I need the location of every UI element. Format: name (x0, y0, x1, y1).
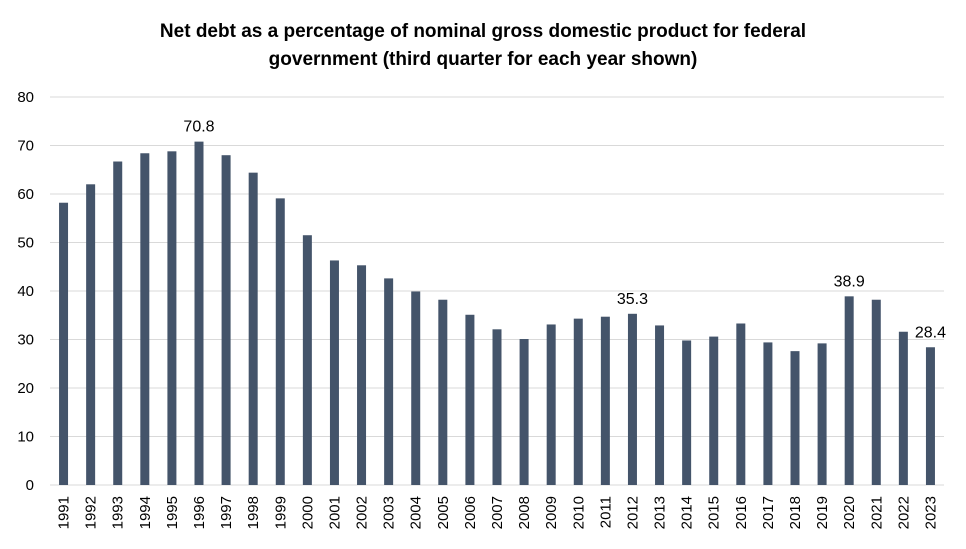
x-tick-label: 2006 (462, 496, 479, 529)
x-tick-label: 2003 (381, 496, 398, 529)
chart-title-line-1: Net debt as a percentage of nominal gros… (160, 21, 806, 42)
bar-1993 (113, 161, 123, 485)
data-label-2012: 35.3 (617, 291, 648, 308)
data-label-1996: 70.8 (183, 119, 214, 136)
y-tick-label: 60 (17, 186, 34, 203)
x-tick-label: 1998 (245, 496, 262, 529)
x-tick-label: 1993 (110, 496, 127, 529)
bar-2023 (925, 347, 935, 485)
x-tick-label: 2010 (570, 496, 587, 529)
bar-2005 (438, 299, 448, 485)
x-axis-tick-labels: 1991 1992 1993 1994 1995 1996 1997 1998 1999 2000… (56, 496, 940, 529)
bar-1996 (194, 141, 204, 485)
data-label-2023: 28.4 (915, 324, 946, 341)
data-labels: 70.8 35.3 38.9 28.4 (183, 119, 946, 342)
bar-2003 (384, 278, 394, 485)
y-tick-label: 70 (17, 138, 34, 155)
x-tick-label: 2005 (435, 496, 452, 529)
x-tick-label: 2002 (354, 496, 371, 529)
y-tick-label: 80 (17, 89, 34, 106)
bar-2001 (329, 260, 339, 485)
bar-1999 (275, 198, 285, 486)
bars (59, 141, 935, 486)
y-tick-label: 50 (17, 235, 34, 252)
x-tick-label: 2022 (895, 496, 912, 529)
x-tick-label: 1992 (83, 496, 100, 529)
x-tick-label: 2012 (624, 496, 641, 529)
x-tick-label: 2009 (543, 496, 560, 529)
bar-2010 (573, 318, 583, 485)
y-axis-tick-labels: 0 10 20 30 40 50 60 70 80 (17, 89, 34, 494)
bar-1998 (248, 172, 258, 485)
bar-2012 (627, 313, 637, 485)
x-tick-label: 2004 (408, 496, 425, 529)
bar-2018 (790, 351, 800, 485)
bar-2007 (492, 329, 502, 485)
chart-title-line-2: government (third quarter for each year … (269, 49, 698, 70)
x-tick-label: 2001 (326, 496, 343, 529)
bar-2008 (519, 339, 529, 485)
bar-1991 (59, 202, 69, 486)
x-tick-label: 2007 (489, 496, 506, 529)
x-tick-label: 2021 (868, 496, 885, 529)
bar-1992 (86, 184, 96, 486)
x-tick-label: 2016 (733, 496, 750, 529)
x-tick-label: 2017 (760, 496, 777, 529)
x-tick-label: 2013 (652, 496, 669, 529)
x-tick-label: 2015 (706, 496, 723, 529)
x-tick-label: 2011 (597, 496, 614, 528)
bar-2019 (817, 343, 827, 485)
chart-title: Net debt as a percentage of nominal gros… (160, 21, 806, 70)
x-tick-label: 2018 (787, 496, 804, 529)
bar-2004 (411, 291, 421, 485)
x-tick-label: 2020 (841, 496, 858, 529)
x-tick-label: 2019 (814, 496, 831, 529)
bar-2021 (871, 299, 881, 485)
bar-1995 (167, 151, 177, 485)
bar-2015 (709, 336, 719, 485)
bar-2006 (465, 314, 475, 485)
bar-2022 (898, 331, 908, 485)
bar-2000 (302, 235, 312, 485)
x-tick-label: 2014 (679, 496, 696, 529)
bar-2011 (600, 316, 610, 485)
bar-2009 (546, 324, 556, 485)
y-tick-label: 40 (17, 283, 34, 300)
x-tick-label: 1995 (164, 496, 181, 529)
bar-2013 (655, 325, 665, 485)
x-tick-label: 1996 (191, 496, 208, 529)
y-tick-label: 30 (17, 332, 34, 349)
bar-2020 (844, 296, 854, 485)
x-tick-label: 1991 (56, 496, 73, 529)
x-tick-label: 2023 (922, 496, 939, 529)
bar-2017 (763, 342, 773, 485)
bar-2002 (357, 265, 367, 485)
bar-1997 (221, 155, 231, 485)
x-tick-label: 2000 (299, 496, 316, 529)
x-tick-label: 2008 (516, 496, 533, 529)
bar-2014 (682, 340, 692, 485)
y-tick-label: 0 (26, 477, 34, 494)
y-tick-label: 10 (17, 429, 34, 446)
y-tick-label: 20 (17, 380, 34, 397)
x-tick-label: 1999 (272, 496, 289, 529)
x-tick-label: 1997 (218, 496, 235, 529)
bar-1994 (140, 153, 150, 485)
x-tick-label: 1994 (137, 496, 154, 529)
data-label-2020: 38.9 (834, 273, 865, 290)
bar-2016 (736, 323, 746, 485)
